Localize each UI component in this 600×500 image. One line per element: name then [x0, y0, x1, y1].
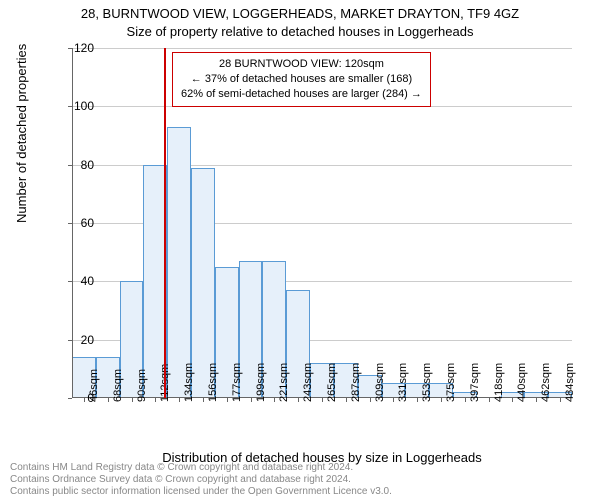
ytick-label: 0: [64, 391, 94, 405]
y-axis-label: Number of detached properties: [14, 44, 29, 223]
xtick-label: 68sqm: [112, 369, 124, 402]
xtick-mark: [274, 398, 275, 402]
xtick-label: 90sqm: [136, 369, 148, 402]
bar: [167, 127, 191, 398]
xtick-mark: [417, 398, 418, 402]
xtick-mark: [322, 398, 323, 402]
xtick-mark: [179, 398, 180, 402]
xtick-mark: [393, 398, 394, 402]
xtick-label: 134sqm: [183, 363, 195, 402]
xtick-mark: [441, 398, 442, 402]
xtick-label: 309sqm: [374, 363, 386, 402]
ytick-label: 40: [64, 274, 94, 288]
xtick-label: 243sqm: [302, 363, 314, 402]
chart-container: { "title": { "line1": "28, BURNTWOOD VIE…: [0, 0, 600, 500]
xtick-mark: [298, 398, 299, 402]
xtick-mark: [132, 398, 133, 402]
xtick-label: 484sqm: [564, 363, 576, 402]
chart-title-line2: Size of property relative to detached ho…: [0, 24, 600, 39]
ytick-label: 20: [64, 333, 94, 347]
xtick-mark: [108, 398, 109, 402]
xtick-label: 353sqm: [421, 363, 433, 402]
xtick-label: 287sqm: [350, 363, 362, 402]
chart-title-line1: 28, BURNTWOOD VIEW, LOGGERHEADS, MARKET …: [0, 6, 600, 21]
ytick-label: 120: [64, 41, 94, 55]
xtick-label: 221sqm: [278, 363, 290, 402]
xtick-mark: [560, 398, 561, 402]
xtick-mark: [536, 398, 537, 402]
xtick-label: 177sqm: [231, 363, 243, 402]
annotation-line3: 62% of semi-detached houses are larger (…: [181, 87, 422, 102]
footer-line3: Contains public sector information licen…: [10, 486, 590, 498]
ytick-label: 100: [64, 99, 94, 113]
xtick-mark: [489, 398, 490, 402]
xtick-label: 265sqm: [326, 363, 338, 402]
xtick-mark: [227, 398, 228, 402]
xtick-mark: [465, 398, 466, 402]
ytick-label: 60: [64, 216, 94, 230]
footer-line2: Contains Ordnance Survey data © Crown co…: [10, 474, 590, 486]
xtick-mark: [155, 398, 156, 402]
footer: Contains HM Land Registry data © Crown c…: [10, 462, 590, 498]
xtick-label: 397sqm: [469, 363, 481, 402]
xtick-mark: [346, 398, 347, 402]
xtick-mark: [251, 398, 252, 402]
xtick-label: 418sqm: [493, 363, 505, 402]
xtick-mark: [512, 398, 513, 402]
annotation-box: 28 BURNTWOOD VIEW: 120sqm ← 37% of detac…: [172, 52, 431, 107]
xtick-label: 375sqm: [445, 363, 457, 402]
xtick-label: 331sqm: [397, 363, 409, 402]
xtick-label: 156sqm: [207, 363, 219, 402]
ytick-label: 80: [64, 158, 94, 172]
xtick-mark: [203, 398, 204, 402]
plot-area: 46sqm68sqm90sqm112sqm134sqm156sqm177sqm1…: [72, 48, 572, 398]
xtick-label: 440sqm: [516, 363, 528, 402]
gridline: [72, 48, 572, 49]
xtick-label: 462sqm: [540, 363, 552, 402]
footer-line1: Contains HM Land Registry data © Crown c…: [10, 462, 590, 474]
annotation-line1: 28 BURNTWOOD VIEW: 120sqm: [181, 57, 422, 72]
marker-line: [164, 48, 166, 398]
annotation-line2: ← 37% of detached houses are smaller (16…: [181, 72, 422, 87]
xtick-label: 199sqm: [255, 363, 267, 402]
xtick-mark: [370, 398, 371, 402]
